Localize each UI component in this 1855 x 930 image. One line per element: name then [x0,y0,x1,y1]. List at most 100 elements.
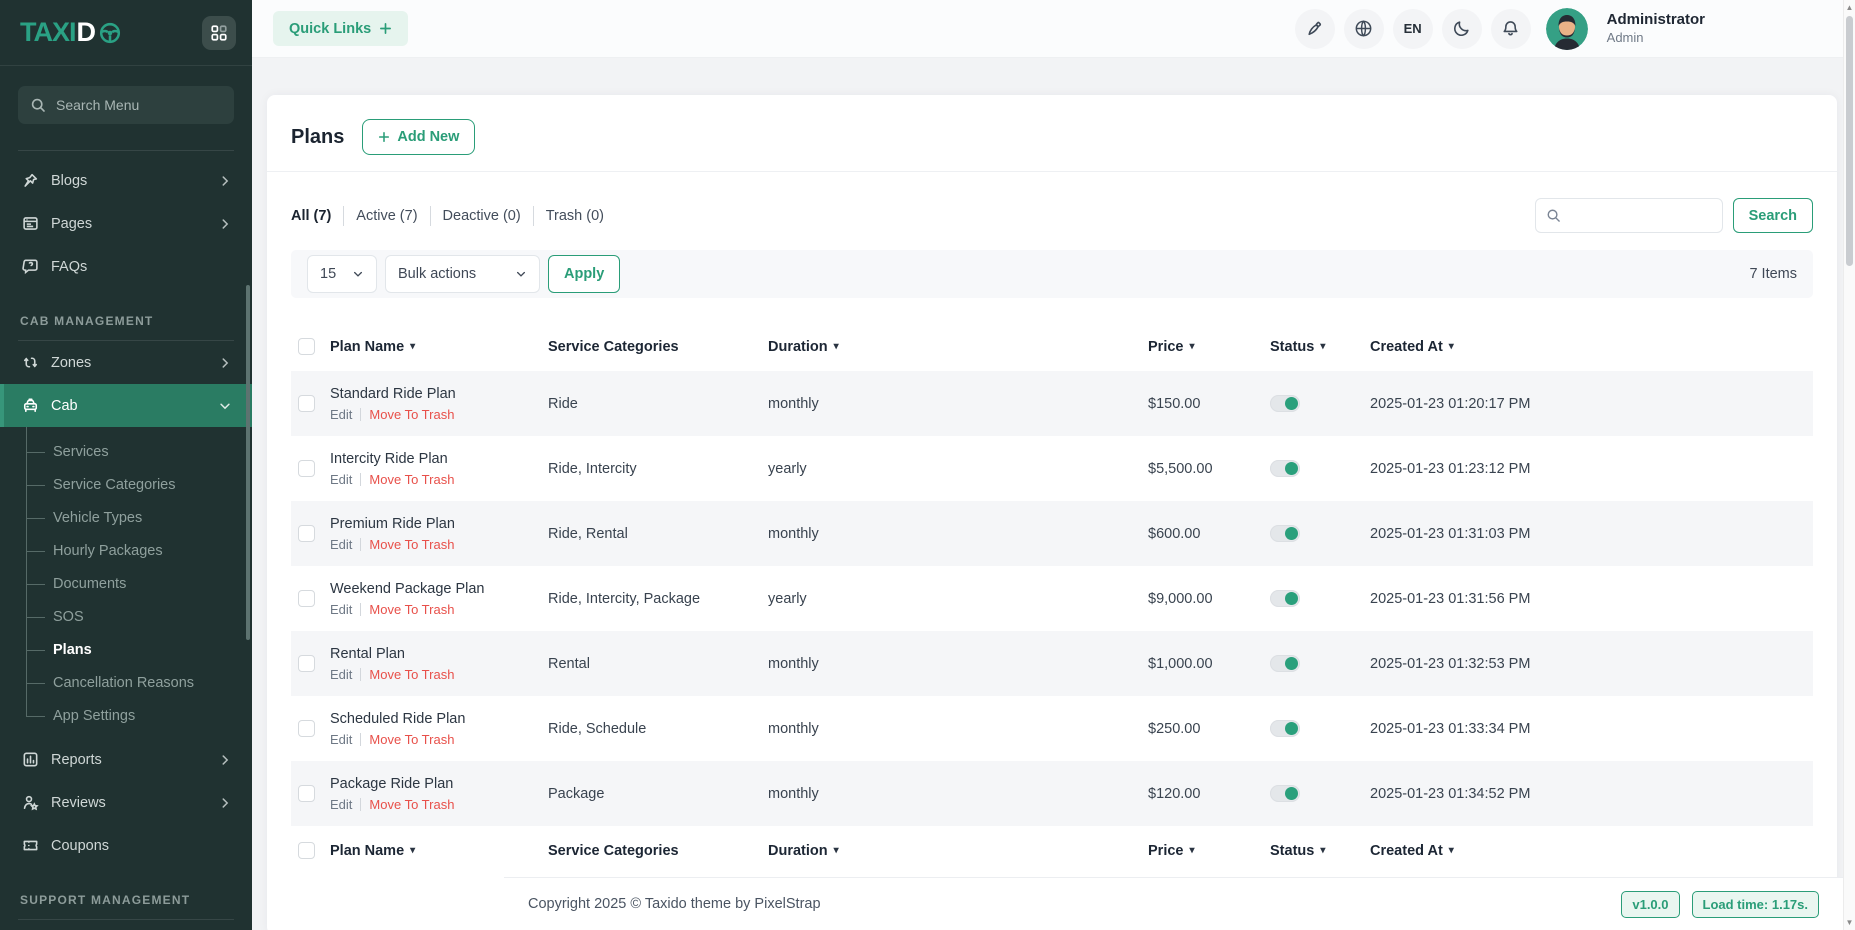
row-checkbox-cell [291,720,322,737]
cab-submenu-item[interactable]: Cancellation Reasons [0,666,252,699]
window-scrollbar[interactable]: ▲ ▼ [1843,0,1855,930]
per-page-value: 15 [320,266,336,282]
status-toggle[interactable] [1270,590,1300,607]
sidebar-item-faqs[interactable]: FAQs [0,245,252,288]
edit-link[interactable]: Edit [330,537,352,552]
cab-submenu-item[interactable]: Services [0,435,252,468]
apply-button[interactable]: Apply [548,255,620,293]
toggle-knob [1285,787,1298,800]
table-row: Package Ride Plan Edit Move To Trash Pac… [291,761,1813,826]
move-to-trash-link[interactable]: Move To Trash [369,407,454,422]
avatar[interactable] [1546,8,1588,50]
sidebar-item-cab[interactable]: Cab [0,384,252,427]
search-button[interactable]: Search [1733,198,1813,233]
column-header[interactable]: Service Categories [540,843,760,859]
move-to-trash-link[interactable]: Move To Trash [369,602,454,617]
row-checkbox[interactable] [298,395,315,412]
column-header[interactable]: Price ▾ [1140,843,1262,859]
edit-link[interactable]: Edit [330,797,352,812]
sidebar-item-reports[interactable]: Reports [0,738,252,781]
status-toggle[interactable] [1270,525,1300,542]
sidebar-item-label: Coupons [51,838,109,854]
column-header[interactable]: Price ▾ [1140,339,1262,355]
language-button[interactable]: EN [1393,9,1433,49]
cab-submenu-item[interactable]: Documents [0,567,252,600]
table-search-box[interactable] [1535,198,1723,233]
tab-deactive[interactable]: Deactive (0) [430,206,533,226]
cab-submenu-item[interactable]: Plans [0,633,252,666]
cab-submenu-item[interactable]: SOS [0,600,252,633]
column-header[interactable]: Created At ▾ [1362,339,1813,355]
cab-submenu-item[interactable]: Hourly Packages [0,534,252,567]
status-toggle[interactable] [1270,655,1300,672]
customizer-button[interactable] [1295,9,1335,49]
table-row: Premium Ride Plan Edit Move To Trash Rid… [291,501,1813,566]
user-meta[interactable]: Administrator Admin [1607,11,1705,46]
row-checkbox[interactable] [298,655,315,672]
sidebar-item-zones[interactable]: Zones [0,341,252,384]
tab-all[interactable]: All (7) [291,206,343,226]
sidebar-search[interactable]: Search Menu [18,86,234,124]
scroll-up-arrow[interactable]: ▲ [1844,3,1855,12]
globe-button[interactable] [1344,9,1384,49]
sidebar-toggle-button[interactable] [202,16,236,50]
column-header[interactable]: Duration ▾ [760,843,1140,859]
move-to-trash-link[interactable]: Move To Trash [369,732,454,747]
edit-link[interactable]: Edit [330,732,352,747]
edit-link[interactable]: Edit [330,407,352,422]
plan-name-cell: Intercity Ride Plan Edit Move To Trash [322,451,540,487]
column-header[interactable]: Status ▾ [1262,843,1362,859]
column-header[interactable]: Plan Name ▾ [322,339,540,355]
brand-logo[interactable]: TAXID [20,17,122,48]
status-toggle[interactable] [1270,460,1300,477]
toggle-knob [1285,592,1298,605]
scroll-down-arrow[interactable]: ▼ [1844,918,1855,927]
cab-submenu-item[interactable]: Service Categories [0,468,252,501]
add-new-button[interactable]: Add New [362,119,475,155]
move-to-trash-link[interactable]: Move To Trash [369,667,454,682]
row-checkbox[interactable] [298,525,315,542]
edit-link[interactable]: Edit [330,602,352,617]
table-search-input[interactable] [1569,208,1712,224]
sidebar-item-pages[interactable]: Pages [0,202,252,245]
sidebar-item-coupons[interactable]: Coupons [0,824,252,867]
column-header[interactable]: Created At ▾ [1362,843,1813,859]
sidebar-item-reviews[interactable]: Reviews [0,781,252,824]
move-to-trash-link[interactable]: Move To Trash [369,537,454,552]
column-header[interactable]: Status ▾ [1262,339,1362,355]
status-toggle[interactable] [1270,395,1300,412]
divider [360,473,361,486]
column-header[interactable]: Plan Name ▾ [322,843,540,859]
tab-trash[interactable]: Trash (0) [533,206,616,226]
cab-submenu-item[interactable]: App Settings [0,699,252,732]
created-at-cell: 2025-01-23 01:32:53 PM [1362,656,1813,672]
row-checkbox[interactable] [298,460,315,477]
move-to-trash-link[interactable]: Move To Trash [369,797,454,812]
status-toggle[interactable] [1270,785,1300,802]
duration-cell: yearly [760,461,1140,477]
move-to-trash-link[interactable]: Move To Trash [369,472,454,487]
row-checkbox[interactable] [298,785,315,802]
per-page-select[interactable]: 15 [307,255,377,293]
edit-link[interactable]: Edit [330,667,352,682]
column-header[interactable]: Duration ▾ [760,339,1140,355]
quick-links-button[interactable]: Quick Links [273,11,408,46]
cab-submenu-item[interactable]: Vehicle Types [0,501,252,534]
plan-name: Package Ride Plan [330,776,540,792]
sidebar-item-blogs[interactable]: Blogs [0,159,252,202]
column-header[interactable]: Service Categories [540,339,760,355]
sort-arrow-icon: ▾ [1189,845,1194,856]
row-checkbox[interactable] [298,720,315,737]
select-all-checkbox[interactable] [298,842,315,859]
search-icon [30,97,46,113]
status-toggle[interactable] [1270,720,1300,737]
edit-link[interactable]: Edit [330,472,352,487]
scrollbar-thumb[interactable] [1846,16,1853,266]
bulk-actions-select[interactable]: Bulk actions [385,255,540,293]
tab-active[interactable]: Active (7) [343,206,429,226]
row-checkbox[interactable] [298,590,315,607]
notifications-button[interactable] [1491,9,1531,49]
dark-mode-button[interactable] [1442,9,1482,49]
sidebar-scrollbar-thumb[interactable] [246,285,250,640]
select-all-checkbox[interactable] [298,338,315,355]
